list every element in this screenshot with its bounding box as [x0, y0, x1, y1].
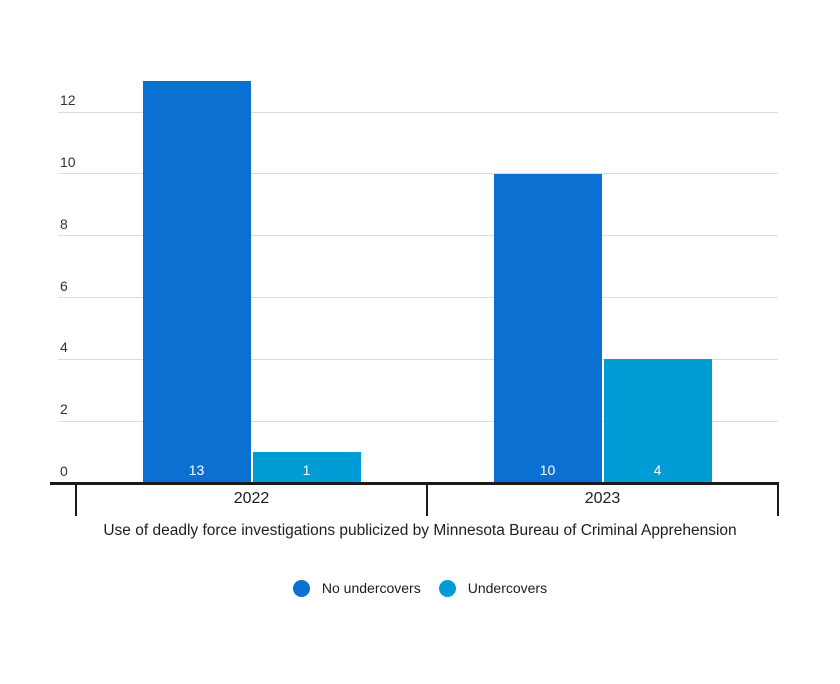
- y-axis-tick-label: 10: [60, 153, 76, 170]
- x-axis-line: [50, 482, 779, 485]
- y-axis-tick-label: 0: [60, 463, 68, 479]
- bar-2022-undercovers: [252, 452, 361, 483]
- gridline: [58, 173, 778, 175]
- x-axis-tick: [777, 483, 779, 516]
- gridline: [58, 420, 778, 422]
- y-axis-tick-label: 6: [60, 277, 68, 294]
- bar-2022-no-undercovers: [142, 81, 251, 483]
- x-axis-category-label: 2022: [233, 490, 270, 507]
- chart-legend: No undercovers Undercovers: [0, 580, 840, 597]
- legend-circle-icon: [292, 580, 310, 597]
- chart-caption: Use of deadly force investigations publi…: [103, 522, 737, 539]
- gridline: [58, 358, 778, 360]
- legend-label: Undercovers: [467, 580, 548, 596]
- legend-circle-icon: [438, 580, 456, 597]
- bar-value-label: 13: [188, 462, 205, 478]
- x-axis-tick: [75, 483, 77, 516]
- gridline: [58, 297, 778, 298]
- y-axis-tick-label: 12: [60, 92, 76, 108]
- legend-item-undercovers: Undercovers: [438, 580, 548, 597]
- legend-label: No undercovers: [321, 580, 421, 596]
- legend-item-no-undercovers: No undercovers: [292, 580, 421, 597]
- bar-2023-undercovers: [603, 359, 712, 483]
- gridline: [58, 111, 778, 113]
- bar-2023-no-undercovers: [493, 173, 602, 483]
- gridline: [58, 235, 778, 237]
- y-axis-tick-label: 4: [60, 339, 68, 356]
- bar-value-label: 1: [302, 462, 311, 478]
- x-axis-tick: [426, 483, 428, 516]
- y-axis-tick-label: 8: [60, 215, 68, 232]
- bar-value-label: 4: [653, 462, 662, 478]
- bar-value-label: 10: [539, 462, 556, 478]
- y-axis-tick-label: 2: [60, 401, 68, 418]
- x-axis-category-label: 2023: [584, 490, 621, 507]
